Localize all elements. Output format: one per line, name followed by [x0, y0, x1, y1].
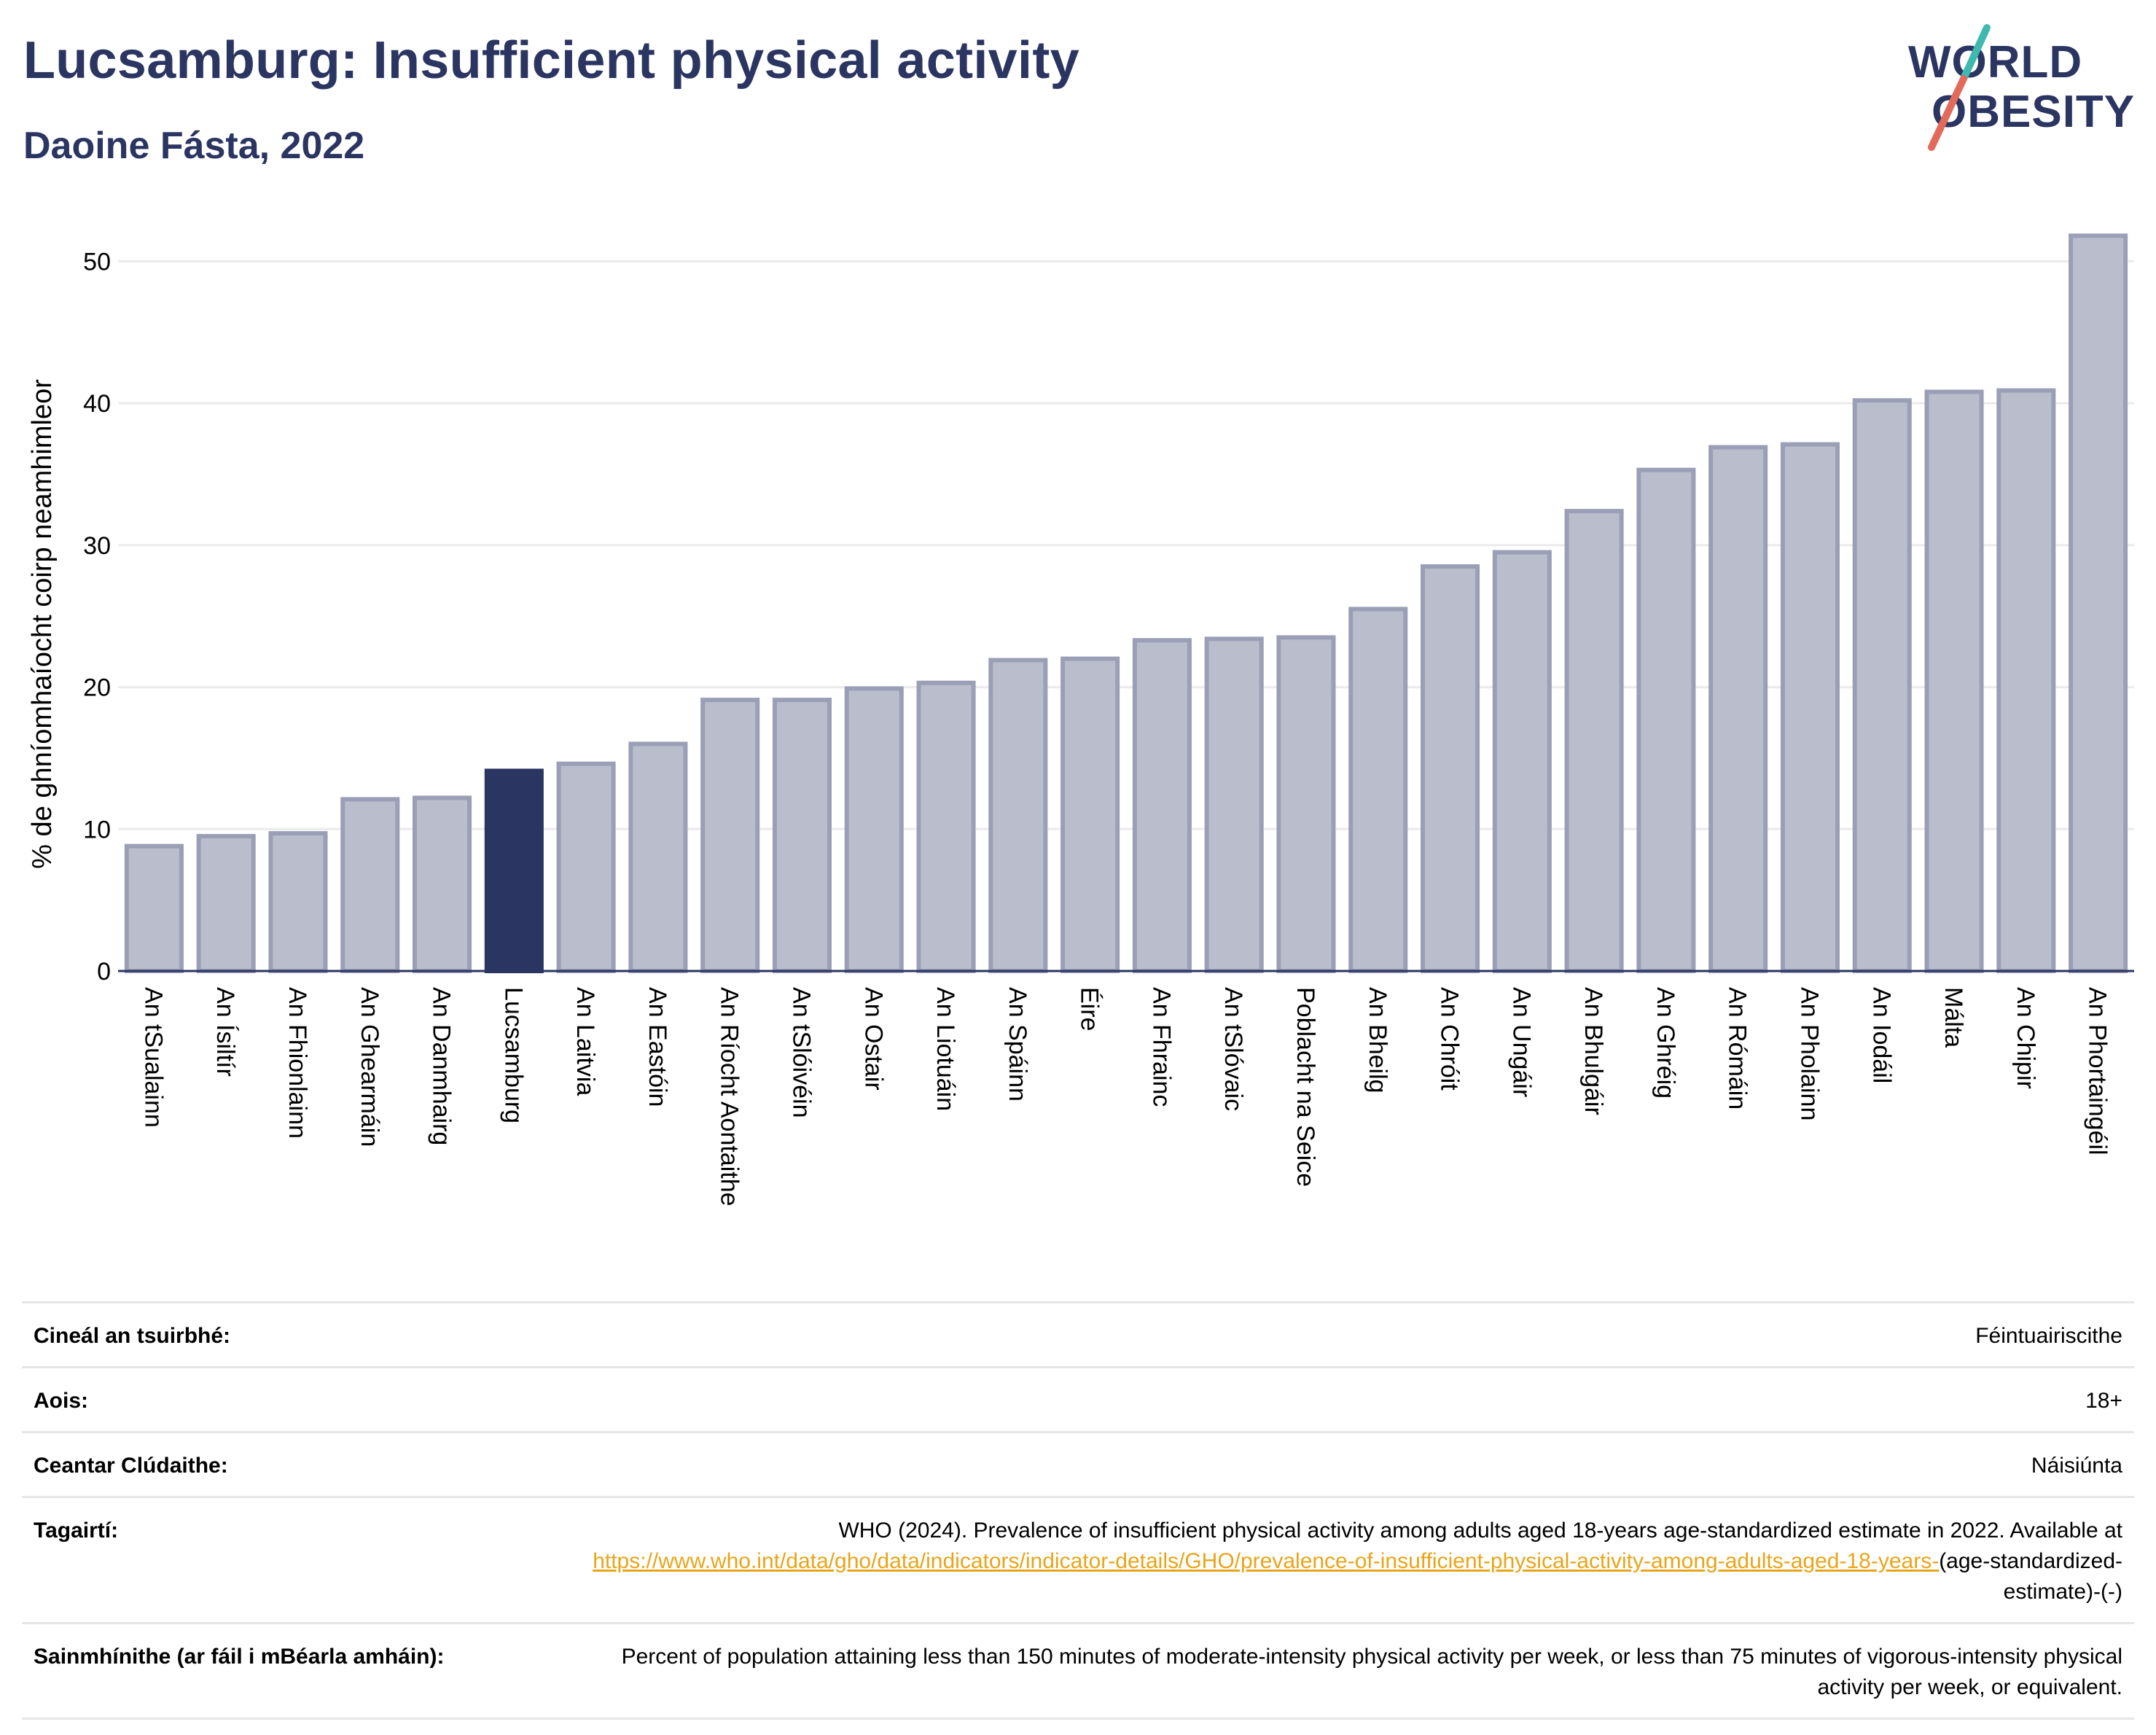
info-value: Náisiúnta	[2031, 1454, 2122, 1478]
x-tick-label: An Fhrainc	[1147, 987, 1175, 1107]
info-row-survey-type: Cineál an tsuirbhé: Féintuairiscithe	[22, 1302, 2134, 1368]
x-tick-label: An Chipir	[2012, 987, 2039, 1089]
bar	[844, 686, 904, 973]
bar	[2069, 233, 2128, 973]
bar	[124, 843, 184, 973]
x-tick-label: An tSualainn	[139, 987, 167, 1128]
x-tick-label: An Ríocht Aontaithe	[716, 987, 743, 1206]
bars	[124, 233, 2128, 974]
logo-text-obesity: OBESITY	[1932, 87, 2136, 137]
x-tick-label: An tSlóvaic	[1219, 987, 1247, 1111]
y-tick-label: 20	[83, 674, 111, 702]
x-tick-label: Lucsamburg	[499, 987, 527, 1123]
page-subtitle: Daoine Fásta, 2022	[23, 125, 365, 167]
info-table: Cineál an tsuirbhé: Féintuairiscithe Aoi…	[22, 1301, 2134, 1720]
x-tick-label: Éire	[1076, 987, 1104, 1031]
references-text: WHO (2024). Prevalence of insufficient p…	[838, 1518, 2122, 1543]
x-tick-label: An Phortaingéil	[2084, 987, 2112, 1155]
bar	[1061, 656, 1120, 973]
bar	[1996, 388, 2056, 973]
x-tick-label: An Rómáin	[1724, 987, 1751, 1110]
x-tick-label: An tSlóivéin	[787, 987, 815, 1118]
y-tick-label: 50	[83, 248, 111, 276]
x-tick-label: An Chróit	[1436, 987, 1464, 1091]
info-label: Ceantar Clúdaithe:	[34, 1454, 228, 1478]
bar	[1780, 442, 1840, 973]
x-tick-label: An Laitvia	[571, 987, 599, 1096]
bar	[1636, 467, 1696, 973]
logo-text-world: WORLD	[1908, 37, 2083, 87]
references-suffix: (age-standardized-estimate)-(-)	[1939, 1549, 2122, 1604]
bar	[628, 741, 688, 973]
x-tick-label: An Danmhairg	[428, 987, 456, 1145]
bar	[1852, 398, 1912, 973]
references-link[interactable]: https://www.who.int/data/gho/data/indica…	[593, 1549, 1940, 1573]
world-obesity-logo: WORLD OBESITY	[1895, 22, 2136, 153]
bar	[412, 795, 472, 974]
y-tick-label: 0	[97, 958, 111, 986]
y-axis-ticks: 0 10 20 30 40 50	[83, 248, 111, 986]
bar-chart: 0 10 20 30 40 50 An tSualainn An Ísiltír An Fhi…	[27, 233, 2134, 1206]
bar	[772, 698, 832, 973]
y-tick-label: 10	[83, 816, 111, 843]
bar	[1276, 635, 1336, 973]
bar	[340, 797, 400, 973]
x-tick-label: An Bhulgáir	[1579, 987, 1607, 1115]
x-tick-label: An Liotuáin	[931, 987, 959, 1111]
x-tick-label: An Iodáil	[1867, 987, 1895, 1083]
x-tick-label: Málta	[1940, 987, 1967, 1048]
info-label: Sainmhínithe (ar fáil i mBéarla amháin):	[34, 1645, 445, 1669]
bar	[1132, 638, 1192, 973]
bar	[988, 658, 1048, 973]
x-tick-label: An Fhionlainn	[284, 987, 311, 1139]
x-tick-label: An Spáinn	[1004, 987, 1031, 1102]
x-tick-label: An Ostair	[859, 987, 887, 1091]
info-value: Percent of population attaining less tha…	[621, 1645, 2122, 1699]
info-value: Féintuairiscithe	[1975, 1324, 2122, 1348]
bar	[268, 831, 328, 973]
x-tick-label: Poblacht na Seice	[1292, 987, 1319, 1187]
x-tick-label: An Ungáir	[1507, 987, 1535, 1097]
y-axis-label: % de ghníomhaíocht coirp neamhimleor	[27, 379, 58, 869]
x-tick-label: An Ísiltír	[211, 987, 239, 1077]
logo-slash-icon	[1928, 24, 1991, 151]
info-row-age: Aois: 18+	[22, 1367, 2134, 1432]
x-tick-label: An Ghréig	[1652, 987, 1679, 1099]
info-label: Tagairtí:	[34, 1518, 119, 1543]
info-label: Cineál an tsuirbhé:	[34, 1324, 231, 1348]
x-tick-label: An Bheilg	[1364, 987, 1391, 1093]
bar	[700, 698, 760, 973]
info-row-coverage: Ceantar Clúdaithe: Náisiúnta	[22, 1432, 2134, 1497]
bar	[1492, 550, 1552, 973]
bar	[484, 768, 544, 974]
bar	[1348, 607, 1408, 973]
page-title: Lucsamburg: Insufficient physical activi…	[23, 31, 1079, 90]
bar	[196, 834, 256, 974]
bar	[1204, 636, 1264, 973]
x-axis-ticks: An tSualainn An Ísiltír An Fhionlainn An Gh…	[139, 987, 2111, 1206]
info-row-references: Tagairtí: WHO (2024). Prevalence of insu…	[22, 1497, 2134, 1623]
references-value: WHO (2024). Prevalence of insufficient p…	[555, 1497, 2134, 1623]
bar	[1924, 389, 1984, 973]
y-tick-label: 40	[83, 390, 111, 418]
bar	[916, 680, 976, 974]
x-tick-label: An Pholainn	[1795, 987, 1823, 1120]
bar	[1708, 445, 1768, 973]
bar	[1420, 564, 1480, 973]
x-tick-label: An Eastóin	[644, 987, 671, 1107]
bar	[556, 761, 616, 974]
info-value: 18+	[2085, 1389, 2122, 1413]
info-row-definitions: Sainmhínithe (ar fáil i mBéarla amháin):…	[22, 1623, 2134, 1719]
info-label: Aois:	[34, 1389, 88, 1413]
bar	[1564, 509, 1624, 973]
y-tick-label: 30	[83, 532, 111, 560]
x-tick-label: An Ghearmáin	[356, 987, 383, 1147]
